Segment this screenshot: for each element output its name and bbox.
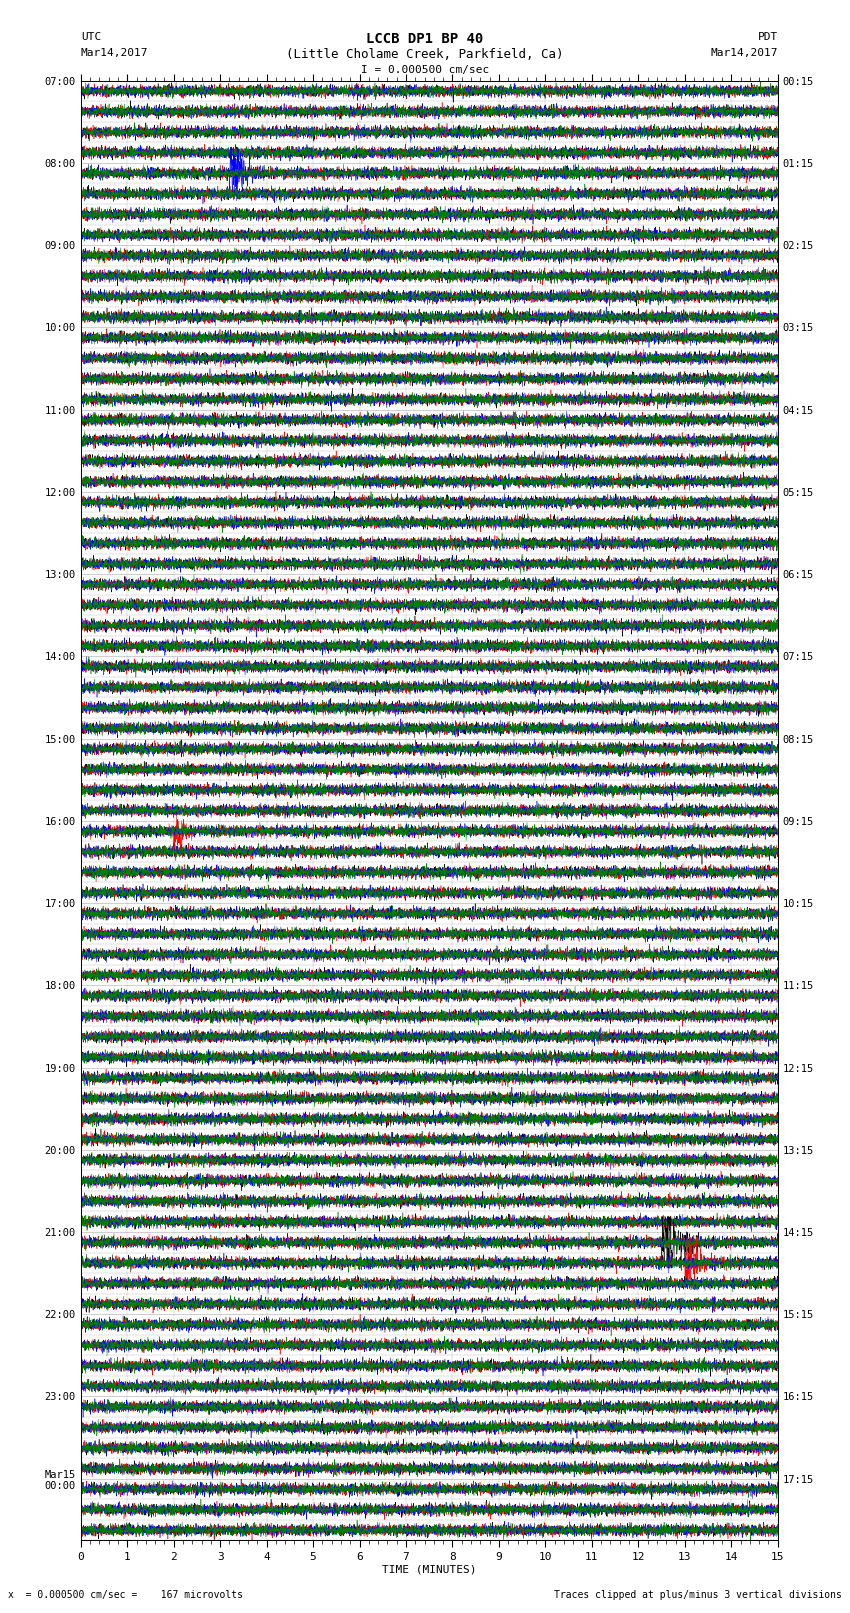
Text: Traces clipped at plus/minus 3 vertical divisions: Traces clipped at plus/minus 3 vertical …: [553, 1590, 842, 1600]
Text: I = 0.000500 cm/sec: I = 0.000500 cm/sec: [361, 65, 489, 74]
Text: LCCB DP1 BP 40: LCCB DP1 BP 40: [366, 32, 484, 47]
X-axis label: TIME (MINUTES): TIME (MINUTES): [382, 1565, 477, 1574]
Text: Mar14,2017: Mar14,2017: [81, 48, 148, 58]
Text: x  = 0.000500 cm/sec =    167 microvolts: x = 0.000500 cm/sec = 167 microvolts: [8, 1590, 243, 1600]
Text: UTC: UTC: [81, 32, 101, 42]
Text: (Little Cholame Creek, Parkfield, Ca): (Little Cholame Creek, Parkfield, Ca): [286, 48, 564, 61]
Text: Mar14,2017: Mar14,2017: [711, 48, 778, 58]
Text: PDT: PDT: [757, 32, 778, 42]
